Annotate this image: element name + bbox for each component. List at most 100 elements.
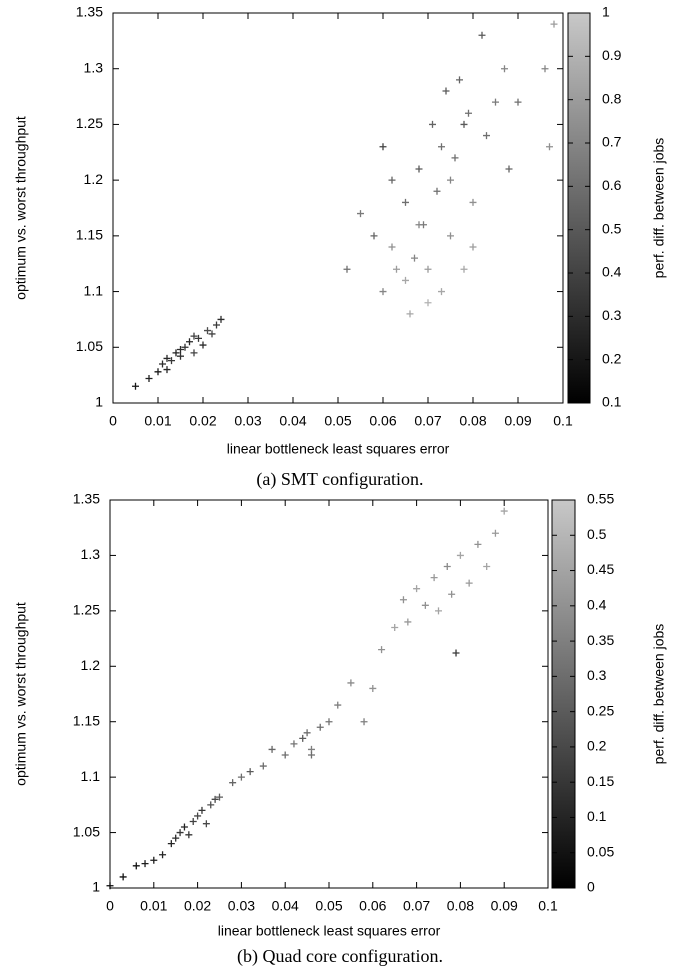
point [451, 154, 459, 162]
plot-frame [109, 499, 549, 889]
y-tick-label: 1.05 [76, 338, 103, 354]
x-tick-label: 0.02 [189, 413, 216, 429]
point [190, 349, 198, 357]
point [211, 795, 219, 803]
point [216, 793, 223, 801]
point [404, 618, 412, 626]
point [421, 601, 429, 609]
point [402, 276, 409, 284]
point [430, 574, 438, 582]
x-tick-label: 0.02 [184, 898, 211, 914]
y-tick-label: 1 [92, 879, 100, 895]
point [163, 354, 171, 362]
point [465, 579, 473, 587]
point [388, 243, 396, 251]
x-tick-label: 0.01 [140, 898, 167, 914]
colorbar-tick-label: 0 [587, 879, 595, 895]
x-tick-label: 0.05 [324, 413, 351, 429]
colorbar-tick-label: 0.55 [587, 491, 614, 507]
point [501, 65, 508, 73]
point [492, 98, 499, 106]
colorbar [567, 12, 591, 404]
point [424, 265, 432, 273]
point [172, 834, 180, 842]
colorbar-tick-label: 0.7 [602, 134, 622, 150]
y-tick-label: 1.2 [81, 657, 101, 673]
x-tick-label: 0.07 [414, 413, 441, 429]
colorbar-tick-label: 0.3 [587, 667, 607, 683]
colorbar-tick-label: 0.5 [587, 526, 607, 542]
caption: (b) Quad core configuration. [237, 946, 443, 967]
point [190, 332, 198, 340]
point [217, 315, 225, 323]
point [514, 98, 522, 106]
point [391, 623, 399, 631]
y-tick-label: 1.25 [73, 602, 100, 618]
colorbar-label: perf. diff. between jobs [651, 624, 667, 765]
y-tick-label: 1.3 [81, 546, 101, 562]
point [438, 288, 445, 296]
y-tick-label: 1 [95, 394, 103, 410]
point [438, 143, 445, 151]
colorbar-tick-label: 0.4 [587, 597, 607, 613]
colorbar-tick-label: 0.5 [602, 220, 622, 236]
point [469, 198, 477, 206]
point [307, 751, 315, 759]
x-axis-label: linear bottleneck least squares error [218, 923, 441, 939]
point [229, 779, 237, 787]
x-tick-label: 0.05 [315, 898, 342, 914]
colorbar-tick-label: 0.3 [602, 307, 622, 323]
y-axis-label: optimum vs. worst throughput [13, 602, 29, 786]
point [369, 684, 377, 692]
y-tick-label: 1.3 [84, 59, 104, 75]
point [411, 254, 418, 262]
x-tick-label: 0.08 [447, 898, 474, 914]
point [447, 232, 454, 240]
point [448, 590, 456, 598]
colorbar-label: perf. diff. between jobs [651, 138, 667, 279]
point [379, 288, 387, 296]
colorbar-tick-label: 0.8 [602, 90, 622, 106]
point [474, 540, 482, 548]
point [370, 232, 378, 240]
point [483, 132, 490, 140]
point [204, 327, 211, 335]
point [246, 768, 254, 776]
point [163, 366, 171, 374]
y-tick-label: 1.15 [76, 227, 103, 243]
point [119, 873, 127, 881]
colorbar-tick-label: 0.05 [587, 843, 614, 859]
point [378, 646, 386, 654]
point [460, 120, 468, 128]
point [429, 120, 436, 128]
point [168, 357, 175, 365]
point [424, 299, 432, 307]
point [154, 368, 162, 376]
point [290, 740, 298, 748]
colorbar-tick-label: 0.2 [587, 738, 607, 754]
x-tick-label: 0.03 [228, 898, 255, 914]
point [208, 330, 216, 338]
point [360, 718, 368, 726]
x-tick-label: 0.08 [459, 413, 486, 429]
colorbar-tick-label: 0.25 [587, 702, 614, 718]
point [500, 507, 508, 515]
point [443, 563, 451, 571]
point [399, 596, 407, 604]
y-tick-label: 1.1 [81, 768, 101, 784]
x-tick-label: 0 [109, 413, 117, 429]
chart: 0 0.01 0.02 0.03 0.04 0.05 0.06 0.07 0.08 0.09 0.1… [13, 491, 667, 967]
point [189, 817, 197, 825]
point [132, 382, 139, 390]
point [195, 334, 202, 342]
y-tick-label: 1.1 [84, 282, 104, 298]
x-tick-label: 0.09 [491, 898, 518, 914]
point [299, 734, 307, 742]
point [379, 143, 387, 151]
point [415, 221, 423, 229]
point [406, 310, 414, 318]
x-tick-label: 0.06 [369, 413, 396, 429]
colorbar-tick-label: 0.1 [587, 808, 607, 824]
point [413, 585, 421, 593]
point [447, 176, 454, 184]
